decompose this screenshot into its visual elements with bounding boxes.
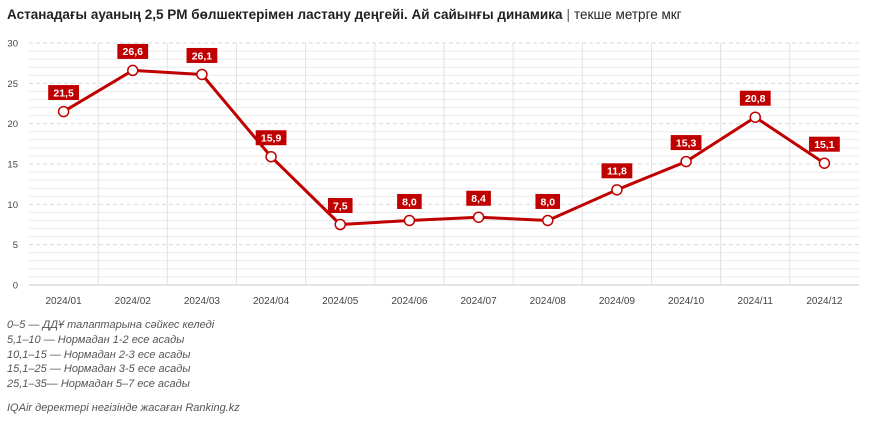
y-tick-label: 10 (7, 200, 18, 211)
y-tick-label: 15 (7, 160, 18, 171)
data-label-text: 8,4 (471, 193, 486, 205)
data-label-text: 11,8 (607, 166, 627, 178)
data-label-text: 15,3 (676, 137, 697, 149)
data-point (472, 211, 485, 223)
data-label-text: 8,0 (402, 196, 417, 208)
data-point (196, 68, 208, 81)
y-tick-label: 0 (13, 281, 18, 292)
x-tick-label: 2024/10 (668, 296, 705, 307)
data-point (334, 218, 346, 231)
data-point (818, 157, 831, 169)
data-label: 21,5 (48, 85, 79, 101)
x-tick-label: 2024/07 (461, 296, 498, 307)
note-1: 0–5 — ДДҰ талаптарына сәйкес келеді (7, 319, 215, 331)
data-label: 11,8 (601, 163, 633, 179)
note-3: 10,1–15 — Нормадан 2-3 есе асады (7, 348, 191, 361)
vertical-gridlines (97, 43, 791, 285)
data-label-text: 15,1 (814, 139, 835, 151)
legend-notes: 0–5 — ДДҰ талаптарына сәйкес келеді 5,1–… (7, 318, 214, 392)
x-tick-label: 2024/02 (115, 296, 152, 307)
title-separator: | (566, 7, 570, 22)
x-tick-label: 2024/09 (599, 296, 636, 307)
data-label: 8,0 (535, 193, 561, 209)
x-tick-label: 2024/12 (806, 296, 843, 307)
data-label-text: 26,6 (123, 46, 144, 58)
data-label: 15,1 (809, 136, 840, 152)
data-point (57, 105, 70, 118)
y-axis-ticks: 0 5 10 15 20 25 30 (7, 39, 18, 292)
data-point (265, 150, 277, 163)
data-label: 15,3 (670, 135, 702, 151)
data-label: 7,5 (327, 198, 353, 213)
series-line (62, 68, 826, 226)
data-label: 20,8 (739, 90, 771, 106)
chart-title: Астанадағы ауаның 2,5 PM бөлшектерімен л… (7, 7, 682, 22)
data-label-bg (48, 85, 79, 101)
x-tick-label: 2024/05 (322, 296, 359, 307)
data-label: 26,6 (117, 43, 149, 59)
y-tick-label: 20 (7, 119, 18, 130)
data-label-text: 7,5 (333, 200, 348, 212)
data-label-text: 21,5 (53, 87, 74, 99)
data-points (57, 64, 831, 231)
data-label-bg (327, 198, 353, 213)
note-4: 15,1–25 — Нормадан 3-5 есе асады (7, 363, 191, 376)
data-label-text: 8,0 (540, 196, 555, 208)
y-tick-label: 30 (7, 39, 18, 50)
x-tick-label: 2024/04 (253, 296, 290, 307)
data-label-bg (601, 163, 633, 179)
data-label-text: 20,8 (745, 93, 766, 105)
x-tick-label: 2024/01 (46, 296, 83, 307)
chart-unit: текше метрге мкг (574, 7, 682, 22)
source-note: IQAir деректері негізінде жасаған Rankin… (7, 402, 240, 414)
data-label-bg (670, 135, 702, 151)
data-point (749, 111, 761, 123)
x-tick-label: 2024/06 (391, 296, 428, 307)
data-label-bg (397, 193, 422, 209)
data-label-bg (255, 130, 287, 146)
data-labels: 21,5 26,6 26,1 15,9 7,5 8,0 8,4 8,0 11,8 15,3 20,8… (48, 43, 840, 213)
data-point (127, 64, 139, 77)
data-label-bg (739, 90, 771, 106)
chart-title-main: Астанадағы ауаның 2,5 PM бөлшектерімен л… (7, 7, 563, 22)
data-point (680, 155, 692, 168)
y-tick-label: 5 (13, 240, 18, 251)
data-label-bg (117, 43, 149, 59)
data-point (611, 184, 623, 196)
data-label: 8,4 (466, 190, 491, 206)
data-label-bg (186, 47, 218, 63)
note-5: 25,1–35— Нормадан 5–7 есе асады (7, 378, 190, 391)
x-tick-label: 2024/03 (184, 296, 221, 307)
x-tick-label: 2024/08 (530, 296, 567, 307)
data-label-text: 15,9 (261, 133, 282, 145)
data-label: 15,9 (255, 130, 287, 146)
data-label-bg (535, 193, 561, 209)
data-label-bg (809, 136, 840, 152)
y-tick-label: 25 (7, 79, 18, 90)
data-label-bg (466, 190, 491, 206)
data-label-text: 26,1 (192, 50, 213, 62)
data-label: 8,0 (397, 193, 422, 209)
x-tick-label: 2024/11 (738, 296, 774, 307)
note-2: 5,1–10 — Нормадан 1-2 есе асады (7, 333, 185, 346)
x-axis-ticks: 2024/01 2024/02 2024/03 2024/04 2024/05 2024/… (46, 296, 843, 307)
data-point (403, 214, 416, 227)
data-label: 26,1 (186, 47, 218, 63)
data-point (542, 214, 554, 227)
